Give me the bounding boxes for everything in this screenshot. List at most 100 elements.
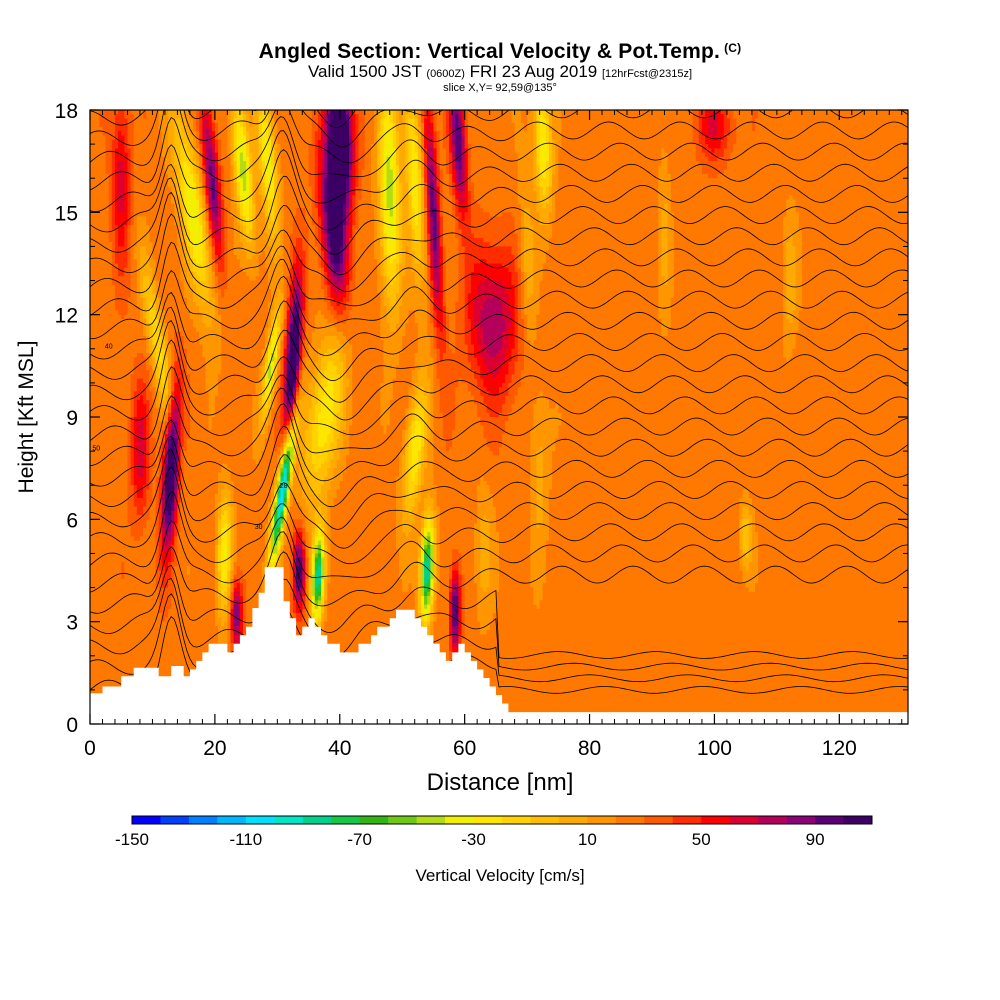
heat-cell — [267, 144, 272, 149]
heat-cell — [692, 122, 697, 128]
heat-cell — [317, 118, 322, 124]
heat-cell — [199, 144, 203, 149]
heat-cell — [196, 122, 200, 128]
heat-cell — [171, 135, 175, 141]
heat-cell — [330, 122, 335, 128]
heat-cell — [424, 118, 428, 124]
heat-cell — [870, 131, 875, 137]
heat-cell — [848, 144, 853, 149]
heat-cell — [673, 118, 678, 124]
heat-cell — [386, 114, 391, 120]
heat-cell — [776, 118, 781, 124]
heat-cell — [826, 139, 831, 145]
heat-cell — [171, 131, 175, 137]
heat-cell — [264, 148, 269, 154]
heat-cell — [205, 110, 210, 115]
heat-cell — [374, 131, 378, 137]
heat-cell — [770, 135, 775, 141]
heat-cell — [545, 114, 550, 120]
heat-cell — [889, 144, 893, 149]
heat-cell — [848, 139, 853, 145]
heat-cell — [149, 114, 154, 120]
heat-cell — [158, 118, 163, 124]
heat-cell — [567, 118, 572, 124]
heat-cell — [486, 110, 491, 115]
heat-cell — [489, 144, 494, 149]
heat-cell — [823, 131, 828, 137]
heat-cell — [680, 118, 684, 124]
heat-cell — [152, 135, 157, 141]
heat-cell — [670, 114, 675, 120]
heat-cell — [867, 131, 872, 137]
heat-cell — [193, 122, 197, 128]
heat-cell — [317, 148, 322, 154]
heat-cell — [449, 139, 453, 145]
heat-cell — [439, 131, 444, 137]
heat-cell — [617, 135, 622, 141]
heat-cell — [686, 110, 691, 115]
heat-cell — [367, 139, 372, 145]
heat-cell — [542, 144, 547, 149]
heat-cell — [845, 118, 850, 124]
heat-cell — [786, 139, 790, 145]
heat-cell — [701, 139, 706, 145]
heat-cell — [492, 118, 497, 124]
heat-cell — [530, 118, 534, 124]
heat-cell — [161, 144, 166, 149]
heat-cell — [252, 118, 257, 124]
heat-cell — [261, 110, 266, 115]
heat-cell — [602, 131, 606, 137]
heat-cell — [764, 135, 769, 141]
heat-cell — [433, 139, 438, 145]
heat-cell — [658, 148, 662, 154]
heat-cell — [586, 139, 591, 145]
heat-cell — [667, 127, 672, 132]
heat-cell — [189, 139, 194, 145]
heat-cell — [558, 118, 563, 124]
heat-cell — [758, 110, 762, 115]
heat-cell — [136, 127, 141, 132]
heat-cell — [542, 122, 547, 128]
heat-cell — [311, 110, 316, 115]
heat-cell — [405, 144, 410, 149]
heat-cell — [267, 127, 272, 132]
heat-cell — [608, 127, 612, 132]
heat-cell — [480, 131, 484, 137]
heat-cell — [395, 131, 400, 137]
heat-cell — [811, 114, 815, 120]
heat-cell — [886, 131, 890, 137]
heat-cell — [96, 144, 100, 149]
heat-cell — [364, 148, 369, 154]
heat-cell — [889, 131, 893, 137]
heat-cell — [324, 110, 328, 115]
heat-cell — [786, 110, 790, 115]
heat-cell — [577, 118, 581, 124]
heat-cell — [833, 122, 837, 128]
heat-cell — [102, 148, 107, 154]
heat-cell — [177, 110, 182, 115]
heat-cell — [583, 127, 588, 132]
heat-cell — [352, 118, 356, 124]
heat-cell — [592, 139, 597, 145]
heat-cell — [883, 114, 887, 120]
heat-cell — [817, 114, 822, 120]
heat-cell — [124, 135, 129, 141]
heat-cell — [598, 131, 603, 137]
heat-cell — [436, 127, 441, 132]
heat-cell — [892, 131, 897, 137]
heat-cell — [242, 110, 247, 115]
heat-cell — [261, 114, 266, 120]
heat-cell — [180, 127, 185, 132]
heat-cell — [602, 144, 606, 149]
heat-cell — [352, 114, 356, 120]
heat-cell — [539, 118, 544, 124]
heat-cell — [820, 144, 825, 149]
heat-cell — [449, 148, 453, 154]
heat-cell — [895, 139, 900, 145]
heat-cell — [218, 122, 222, 128]
heat-cell — [826, 114, 831, 120]
heat-cell — [239, 110, 244, 115]
heat-cell — [455, 110, 460, 115]
heat-cell — [567, 122, 572, 128]
heat-cell — [336, 122, 341, 128]
